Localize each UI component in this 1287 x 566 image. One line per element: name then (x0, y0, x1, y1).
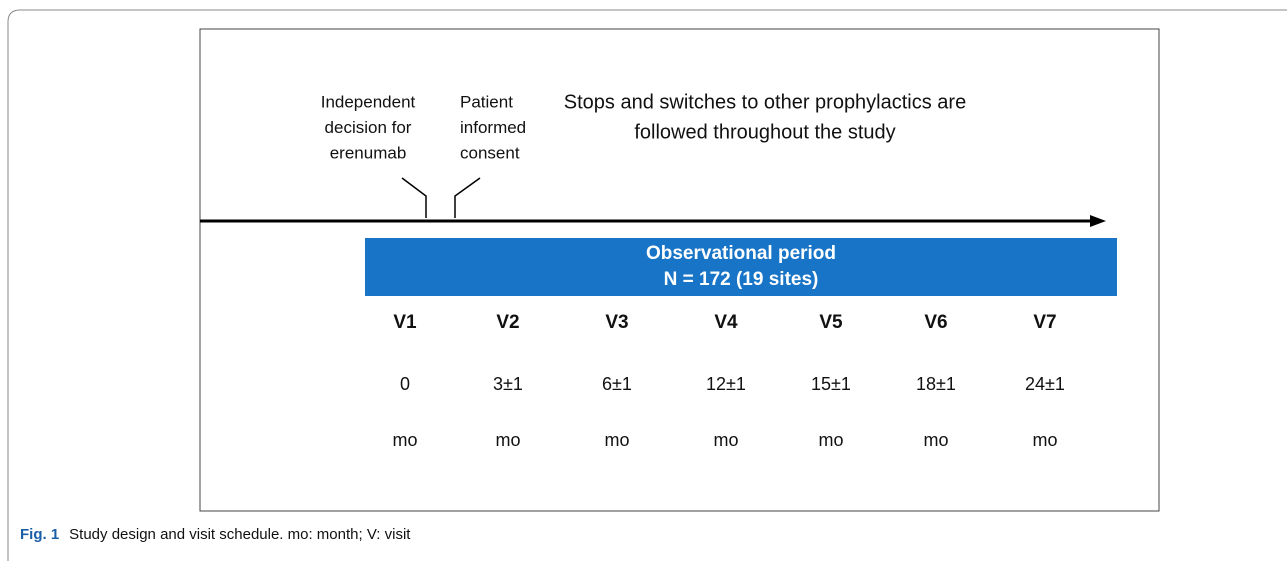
visit-time: 6±1 (602, 374, 632, 394)
bracket (454, 177, 481, 218)
visit-label: V1 (393, 312, 417, 333)
frame (7, 9, 1287, 561)
period-label: N = 172 (19 sites) (664, 269, 819, 290)
visit-unit: mo (1032, 430, 1057, 450)
visit-time: 24±1 (1025, 374, 1065, 394)
visit-unit: mo (923, 430, 948, 450)
arrow-head (1090, 215, 1106, 227)
annotation: Independent (321, 92, 416, 111)
annotation: erenumab (330, 143, 407, 162)
note: Stops and switches to other prophylactic… (564, 91, 966, 113)
visit-label: V2 (496, 312, 519, 333)
visit-unit: mo (604, 430, 629, 450)
bracket (401, 177, 427, 218)
caption: Fig. 1 Study design and visit schedule. m… (20, 526, 411, 543)
visit-label: V5 (819, 312, 843, 333)
period-label: Observational period (646, 243, 836, 264)
annotation: informed (460, 118, 526, 137)
note: followed throughout the study (634, 121, 895, 143)
visit-label: V6 (924, 312, 947, 333)
visit-time: 0 (400, 374, 410, 394)
visit-unit: mo (392, 430, 417, 450)
visit-label: V4 (714, 312, 738, 333)
visit-unit: mo (495, 430, 520, 450)
period-bar (365, 238, 1117, 296)
visit-time: 15±1 (811, 374, 851, 394)
annotation: consent (460, 143, 520, 162)
annotation: decision for (325, 118, 412, 137)
visit-time: 3±1 (493, 374, 523, 394)
caption-text: Study design and visit schedule. mo: mon… (69, 526, 411, 543)
visit-unit: mo (818, 430, 843, 450)
visit-label: V7 (1033, 312, 1056, 333)
visit-unit: mo (713, 430, 738, 450)
visit-time: 18±1 (916, 374, 956, 394)
visit-label: V3 (605, 312, 628, 333)
caption-label: Fig. 1 (20, 526, 59, 543)
content: Independent decision for erenumab Patient in… (321, 91, 1065, 449)
annotation: Patient (460, 92, 513, 111)
visit-time: 12±1 (706, 374, 746, 394)
